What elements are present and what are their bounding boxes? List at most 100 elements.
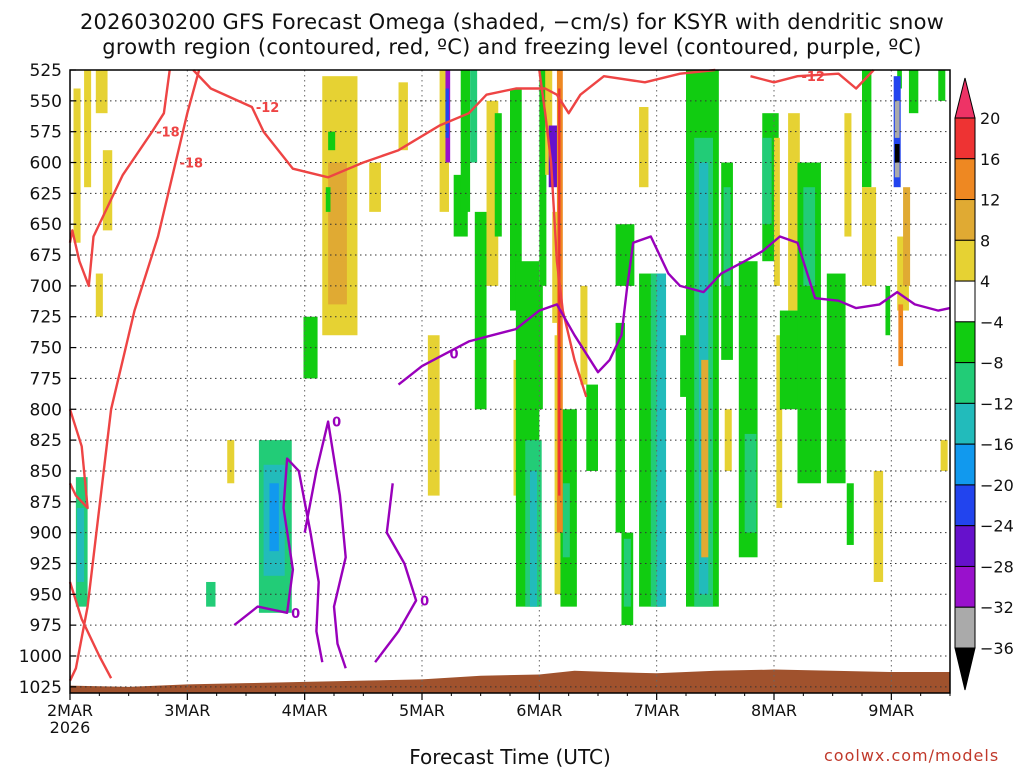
omega-cell-46 bbox=[586, 384, 598, 471]
credit-text: coolwx.com/models bbox=[824, 746, 1000, 765]
red-contour-2 bbox=[750, 69, 875, 90]
y-tick-label-675: 675 bbox=[30, 246, 62, 266]
omega-cell-4 bbox=[95, 273, 103, 317]
omega-cell-55 bbox=[680, 335, 690, 397]
y-tick-label-900: 900 bbox=[30, 524, 62, 544]
colorbar-top-arrow bbox=[954, 77, 976, 119]
red-contour-label-0: -18 bbox=[156, 126, 180, 141]
omega-cell-12 bbox=[227, 440, 235, 484]
omega-cell-27 bbox=[427, 335, 440, 496]
omega-cell-77 bbox=[862, 187, 877, 286]
y-tick-label-1025: 1025 bbox=[19, 678, 62, 698]
y-tick-label-975: 975 bbox=[30, 616, 62, 636]
omega-cell-59 bbox=[701, 359, 709, 558]
omega-cell-48 bbox=[615, 322, 625, 533]
omega-cell-51 bbox=[639, 107, 649, 188]
omega-cell-37 bbox=[545, 70, 553, 175]
omega-cell-64 bbox=[744, 433, 757, 533]
omega-cell-69 bbox=[788, 113, 800, 311]
purple-contour-2 bbox=[303, 420, 347, 669]
y-tick-label-525: 525 bbox=[30, 61, 62, 81]
omega-cell-72 bbox=[803, 187, 816, 286]
omega-cell-86 bbox=[898, 304, 904, 367]
x-tick-label-8MAR: 8MAR bbox=[751, 701, 797, 720]
colorbar-label-2: 12 bbox=[980, 191, 1000, 210]
omega-cell-17 bbox=[328, 131, 336, 151]
omega-cell-78 bbox=[873, 470, 884, 582]
omega-cell-29 bbox=[494, 113, 502, 237]
omega-cell-36 bbox=[539, 70, 547, 286]
purple-contour-label-3: 0 bbox=[420, 594, 429, 609]
colorbar-label-10: −24 bbox=[980, 517, 1014, 536]
grid-lines bbox=[70, 70, 950, 693]
y-tick-label-725: 725 bbox=[30, 308, 62, 328]
x-axis: 2MAR 3MAR 4MAR 5MAR 6MAR 7MAR 8MAR 9MAR 2026 bbox=[47, 693, 951, 737]
purple-contour-0 bbox=[397, 235, 951, 386]
colorbar-swatch-2 bbox=[954, 199, 976, 241]
colorbar-label-1: 16 bbox=[980, 150, 1000, 169]
colorbar-label-9: −20 bbox=[980, 476, 1014, 495]
omega-cell-30 bbox=[510, 88, 522, 311]
y-tick-label-625: 625 bbox=[30, 184, 62, 204]
colorbar-label-7: −12 bbox=[980, 394, 1014, 413]
colorbar-label-0: 20 bbox=[980, 109, 1000, 128]
omega-cell-44 bbox=[558, 88, 561, 496]
red-contour-4 bbox=[68, 408, 89, 510]
x-tick-label-6MAR: 6MAR bbox=[516, 701, 562, 720]
colorbar-swatch-10 bbox=[954, 525, 976, 567]
ground-fill bbox=[70, 669, 950, 693]
omega-cell-82 bbox=[894, 100, 900, 138]
colorbar-swatch-1 bbox=[954, 158, 976, 201]
colorbar-swatch-12 bbox=[954, 606, 976, 649]
omega-cell-9 bbox=[269, 483, 279, 552]
colorbar-swatch-4 bbox=[954, 280, 976, 323]
colorbar-label-4: 4 bbox=[980, 272, 990, 291]
y-tick-label-875: 875 bbox=[30, 493, 62, 513]
colorbar-swatch-8 bbox=[954, 443, 976, 486]
red-contour-label-1: -12 bbox=[256, 101, 280, 116]
y-tick-label-775: 775 bbox=[30, 369, 62, 389]
colorbar-swatch-3 bbox=[954, 239, 976, 282]
omega-cell-74 bbox=[844, 113, 852, 237]
red-contour-label-3: -18 bbox=[180, 157, 204, 172]
red-contour-3 bbox=[68, 69, 201, 682]
red-contour-1 bbox=[192, 68, 716, 179]
omega-cell-79 bbox=[885, 285, 891, 336]
omega-cell-90 bbox=[940, 440, 948, 471]
y-tick-label-950: 950 bbox=[30, 585, 62, 605]
omega-cell-45 bbox=[580, 285, 588, 385]
omega-cell-50 bbox=[623, 538, 631, 607]
omega-cell-16 bbox=[334, 261, 346, 286]
x-axis-label: Forecast Time (UTC) bbox=[409, 745, 611, 769]
omega-cell-68 bbox=[776, 335, 783, 508]
omega-cell-0 bbox=[73, 88, 81, 243]
omega-cell-6 bbox=[77, 507, 85, 582]
purple-contour-1 bbox=[233, 457, 324, 663]
red-contour-5 bbox=[68, 581, 113, 679]
omega-cell-87 bbox=[903, 187, 911, 286]
x-tick-label-4MAR: 4MAR bbox=[282, 701, 328, 720]
omega-cell-75 bbox=[846, 483, 854, 545]
y-tick-label-925: 925 bbox=[30, 554, 62, 574]
y-tick-label-650: 650 bbox=[30, 215, 62, 235]
colorbar-swatch-9 bbox=[954, 484, 976, 527]
omega-cell-89 bbox=[938, 70, 946, 101]
colorbar-label-3: 8 bbox=[980, 231, 990, 250]
colorbar-swatch-5 bbox=[954, 321, 976, 364]
omega-cell-26 bbox=[474, 211, 487, 410]
y-tick-label-600: 600 bbox=[30, 154, 62, 174]
y-tick-label-700: 700 bbox=[30, 277, 62, 297]
omega-cell-62 bbox=[724, 409, 732, 471]
y-tick-label-800: 800 bbox=[30, 400, 62, 420]
purple-contour-label-1: 0 bbox=[291, 607, 300, 622]
chart-title-line-1: 2026030200 GFS Forecast Omega (shaded, −… bbox=[79, 10, 944, 34]
purple-contour-label-2: 0 bbox=[332, 416, 341, 431]
x-tick-label-3MAR: 3MAR bbox=[164, 701, 210, 720]
omega-cell-61 bbox=[723, 187, 731, 286]
y-axis: 525 550 575 600 625 650 675 700 725 750 775 800 825 8… bbox=[19, 61, 76, 698]
omega-cell-39 bbox=[552, 211, 560, 323]
contour-lines: -18 -12 -12 -18 0 0 0 0 bbox=[68, 68, 951, 682]
x-tick-label-7MAR: 7MAR bbox=[634, 701, 680, 720]
omega-cell-76 bbox=[862, 70, 872, 188]
colorbar-label-11: −28 bbox=[980, 557, 1014, 576]
